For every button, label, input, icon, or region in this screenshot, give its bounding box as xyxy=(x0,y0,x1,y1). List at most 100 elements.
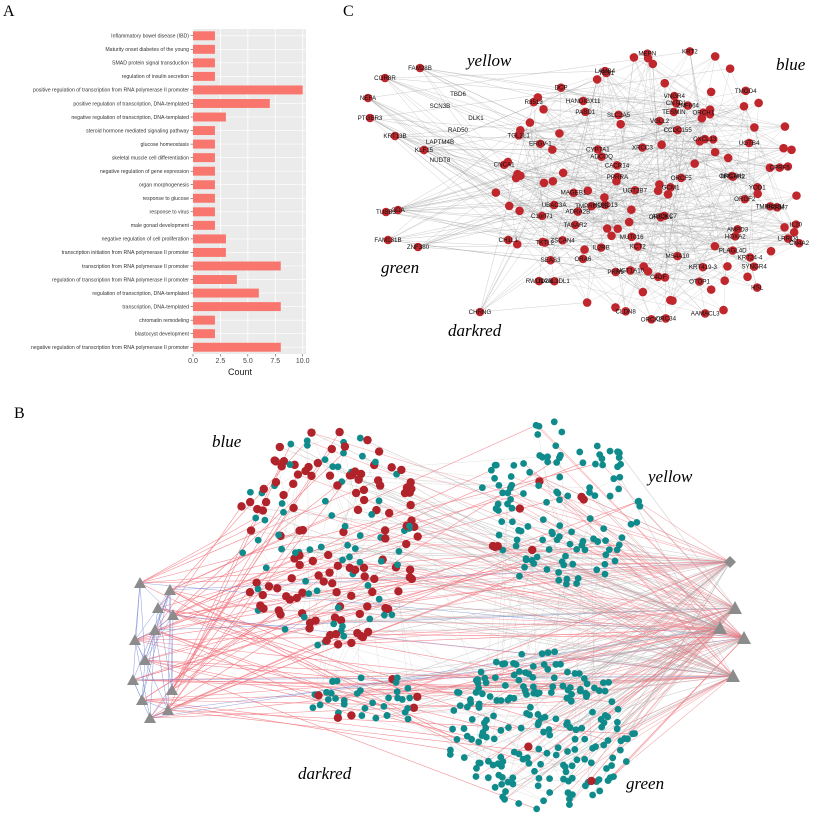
gene-node[interactable] xyxy=(570,220,580,230)
gene-node[interactable] xyxy=(517,724,525,732)
gene-node[interactable] xyxy=(529,97,538,107)
gene-node[interactable] xyxy=(581,735,589,743)
gene-node[interactable] xyxy=(783,234,793,243)
gene-node[interactable] xyxy=(508,481,516,489)
gene-node[interactable] xyxy=(698,262,708,272)
gene-node[interactable] xyxy=(690,159,699,168)
gene-node[interactable] xyxy=(573,580,580,587)
gene-node[interactable] xyxy=(725,64,735,73)
gene-node[interactable] xyxy=(333,561,343,571)
gene-node[interactable] xyxy=(573,207,583,216)
gene-node[interactable] xyxy=(372,458,379,466)
gene-node[interactable] xyxy=(638,287,648,297)
gene-node[interactable] xyxy=(522,669,529,676)
gene-node[interactable] xyxy=(700,309,710,318)
gene-node[interactable] xyxy=(309,704,317,712)
gene-node[interactable] xyxy=(273,584,282,593)
gene-node[interactable] xyxy=(503,235,513,245)
gene-node[interactable] xyxy=(340,632,348,640)
gene-node[interactable] xyxy=(569,188,578,198)
gene-node[interactable] xyxy=(673,251,682,261)
gene-node[interactable] xyxy=(363,627,373,637)
gene-node[interactable] xyxy=(394,561,401,569)
gene-node[interactable] xyxy=(775,163,784,172)
gene-node[interactable] xyxy=(375,497,383,505)
gene-node[interactable] xyxy=(656,212,666,222)
gene-node[interactable] xyxy=(618,534,626,542)
gene-node[interactable] xyxy=(723,153,733,163)
gene-node[interactable] xyxy=(518,650,526,658)
gene-node[interactable] xyxy=(676,173,686,183)
gene-node[interactable] xyxy=(596,243,606,252)
gene-node[interactable] xyxy=(753,182,762,192)
gene-node[interactable] xyxy=(566,684,574,691)
gene-node[interactable] xyxy=(400,488,410,498)
gene-node[interactable] xyxy=(545,726,553,733)
gene-node[interactable] xyxy=(360,572,369,581)
gene-node[interactable] xyxy=(406,478,415,487)
gene-node[interactable] xyxy=(741,86,751,96)
gene-node[interactable] xyxy=(765,202,775,211)
gene-node[interactable] xyxy=(336,616,346,625)
gene-node[interactable] xyxy=(515,125,525,135)
gene-node[interactable] xyxy=(401,708,409,716)
gene-node[interactable] xyxy=(577,685,584,693)
gene-node[interactable] xyxy=(285,595,295,604)
gene-node[interactable] xyxy=(550,418,558,426)
gene-node[interactable] xyxy=(720,276,730,285)
gene-node[interactable] xyxy=(256,601,265,610)
gene-node[interactable] xyxy=(599,461,607,469)
gene-node[interactable] xyxy=(560,761,567,769)
gene-node[interactable] xyxy=(468,735,476,743)
gene-node[interactable] xyxy=(472,773,480,780)
gene-node[interactable] xyxy=(608,698,616,706)
gene-node[interactable] xyxy=(539,516,547,523)
gene-node[interactable] xyxy=(369,699,377,707)
gene-node[interactable] xyxy=(368,587,377,597)
gene-node[interactable] xyxy=(614,705,622,713)
gene-node[interactable] xyxy=(497,727,505,734)
gene-node[interactable] xyxy=(302,577,309,585)
gene-node[interactable] xyxy=(245,497,255,507)
gene-node[interactable] xyxy=(607,231,616,241)
gene-node[interactable] xyxy=(612,161,622,170)
gene-node[interactable] xyxy=(377,557,385,565)
gene-node[interactable] xyxy=(600,193,609,202)
gene-node[interactable] xyxy=(292,593,301,603)
gene-node[interactable] xyxy=(545,546,553,553)
gene-node[interactable] xyxy=(602,537,609,545)
gene-node[interactable] xyxy=(602,68,611,78)
gene-node[interactable] xyxy=(510,461,518,469)
gene-node[interactable] xyxy=(599,679,607,687)
gene-node[interactable] xyxy=(390,131,400,141)
gene-node[interactable] xyxy=(356,558,364,566)
gene-node[interactable] xyxy=(332,588,341,597)
gene-node[interactable] xyxy=(552,661,560,668)
gene-node[interactable] xyxy=(492,658,500,666)
gene-node[interactable] xyxy=(512,239,522,249)
gene-node[interactable] xyxy=(606,447,614,455)
gene-node[interactable] xyxy=(589,791,597,799)
gene-node[interactable] xyxy=(381,207,391,217)
mirna-node[interactable] xyxy=(127,674,139,685)
gene-node[interactable] xyxy=(258,590,267,600)
gene-node[interactable] xyxy=(635,497,643,505)
gene-node[interactable] xyxy=(525,759,533,767)
gene-node[interactable] xyxy=(484,774,492,782)
gene-node[interactable] xyxy=(512,542,520,550)
gene-node[interactable] xyxy=(460,754,468,761)
gene-node[interactable] xyxy=(372,505,381,515)
gene-node[interactable] xyxy=(347,711,356,720)
gene-node[interactable] xyxy=(339,527,348,537)
mirna-node[interactable] xyxy=(152,602,164,613)
gene-node[interactable] xyxy=(573,545,581,553)
gene-node[interactable] xyxy=(505,724,512,731)
gene-node[interactable] xyxy=(499,489,507,497)
gene-node[interactable] xyxy=(529,683,537,691)
gene-node[interactable] xyxy=(544,453,551,461)
gene-node[interactable] xyxy=(520,490,527,497)
gene-node[interactable] xyxy=(504,696,512,704)
gene-node[interactable] xyxy=(481,674,489,682)
gene-node[interactable] xyxy=(610,475,618,483)
gene-node[interactable] xyxy=(526,703,534,711)
